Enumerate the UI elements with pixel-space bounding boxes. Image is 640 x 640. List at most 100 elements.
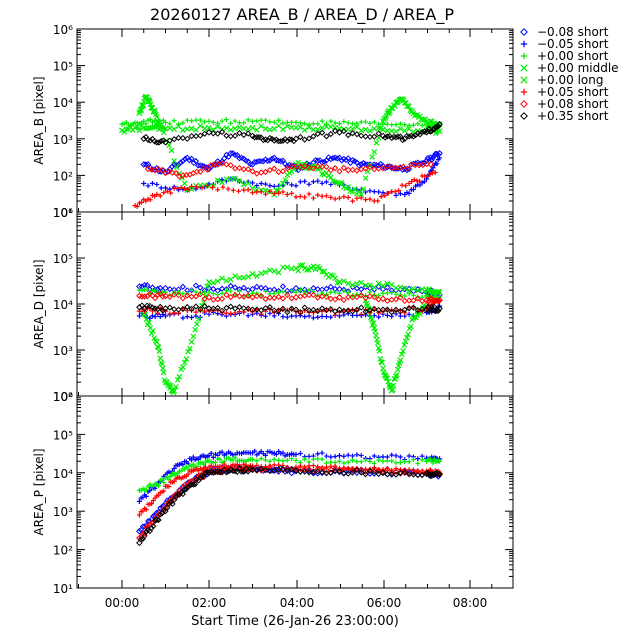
data-point — [245, 117, 251, 123]
data-point — [402, 122, 408, 128]
data-point — [350, 453, 355, 459]
data-point — [314, 126, 321, 133]
data-point — [144, 287, 150, 293]
data-point — [388, 281, 395, 288]
data-point — [171, 478, 177, 484]
data-point — [364, 168, 371, 175]
data-point — [436, 289, 443, 296]
data-point — [370, 320, 377, 326]
data-point — [254, 458, 260, 464]
panel-2: 10² 10³ 10⁴ 10⁵ 10⁶ AREA_D [pixel] — [32, 206, 514, 404]
data-point — [376, 189, 382, 195]
data-point — [159, 293, 166, 300]
data-point — [255, 157, 263, 165]
data-point — [401, 306, 408, 313]
data-point — [319, 268, 325, 275]
data-point — [310, 126, 317, 133]
data-point — [397, 469, 404, 477]
data-point — [424, 120, 431, 126]
data-point — [363, 312, 368, 318]
data-point — [204, 283, 211, 290]
data-point — [342, 156, 350, 164]
data-point — [414, 295, 421, 302]
data-point — [380, 290, 386, 296]
data-point — [154, 182, 160, 187]
data-point — [236, 129, 243, 137]
data-point — [152, 287, 158, 293]
data-point — [318, 293, 326, 300]
data-point — [185, 348, 191, 355]
data-point — [267, 126, 273, 133]
data-point — [141, 180, 147, 187]
y-axis-label: AREA_B [pixel] — [32, 76, 46, 164]
data-point — [262, 187, 269, 194]
data-point — [379, 469, 387, 477]
data-point — [401, 342, 408, 348]
data-point — [232, 125, 238, 132]
data-point — [419, 468, 426, 475]
data-point — [398, 460, 403, 465]
data-point — [183, 356, 190, 362]
data-point — [332, 296, 339, 303]
data-point — [253, 292, 260, 300]
data-point — [245, 126, 251, 132]
series-3 — [136, 455, 443, 493]
data-point — [393, 460, 399, 466]
data-point — [241, 187, 247, 193]
data-point — [188, 338, 195, 345]
data-point — [311, 179, 316, 185]
data-point — [388, 470, 395, 478]
panel-3: 10¹ 10² 10³ 10⁴ 10⁵ 10⁶ 00:00 02:00 04:00 06:00 08… — [32, 390, 514, 610]
data-point — [412, 160, 419, 167]
data-point — [358, 279, 365, 286]
data-point — [380, 454, 386, 460]
data-point — [323, 133, 330, 140]
data-point — [150, 523, 157, 530]
data-point — [186, 156, 193, 164]
data-point — [275, 307, 282, 314]
data-point — [414, 472, 421, 479]
data-point — [258, 181, 264, 186]
data-point — [254, 183, 260, 188]
data-point — [249, 185, 256, 192]
data-point — [405, 331, 412, 338]
data-point — [153, 516, 161, 524]
data-point — [262, 466, 269, 474]
data-point — [363, 119, 368, 125]
data-point — [371, 305, 378, 312]
data-point — [429, 168, 435, 173]
data-point — [393, 453, 399, 459]
data-point — [366, 307, 374, 314]
data-point — [392, 164, 399, 171]
data-point — [411, 187, 416, 192]
data-point — [153, 113, 160, 120]
data-point — [327, 295, 334, 302]
x-axis-label: Start Time (26-Jan-26 23:00:00) — [191, 614, 399, 629]
data-point — [411, 457, 416, 463]
data-point — [253, 283, 260, 290]
data-point — [143, 493, 149, 499]
data-point — [319, 118, 325, 124]
data-point — [219, 275, 225, 282]
data-point — [297, 465, 304, 473]
data-point — [210, 126, 217, 133]
data-point — [173, 164, 180, 170]
data-point — [254, 273, 260, 279]
data-point — [345, 132, 352, 139]
data-point — [398, 121, 403, 127]
data-point — [327, 469, 334, 476]
data-point — [311, 289, 316, 295]
data-point — [310, 165, 317, 172]
data-point — [332, 196, 338, 202]
data-point — [367, 459, 373, 464]
data-point — [232, 175, 238, 182]
data-point — [349, 125, 356, 132]
data-point — [389, 290, 395, 296]
data-point — [358, 195, 364, 201]
data-point — [358, 132, 365, 139]
data-point — [197, 168, 204, 175]
data-point — [247, 161, 254, 168]
data-point — [153, 139, 160, 146]
y-tick-label: 10² — [53, 390, 73, 404]
data-point — [245, 273, 251, 280]
